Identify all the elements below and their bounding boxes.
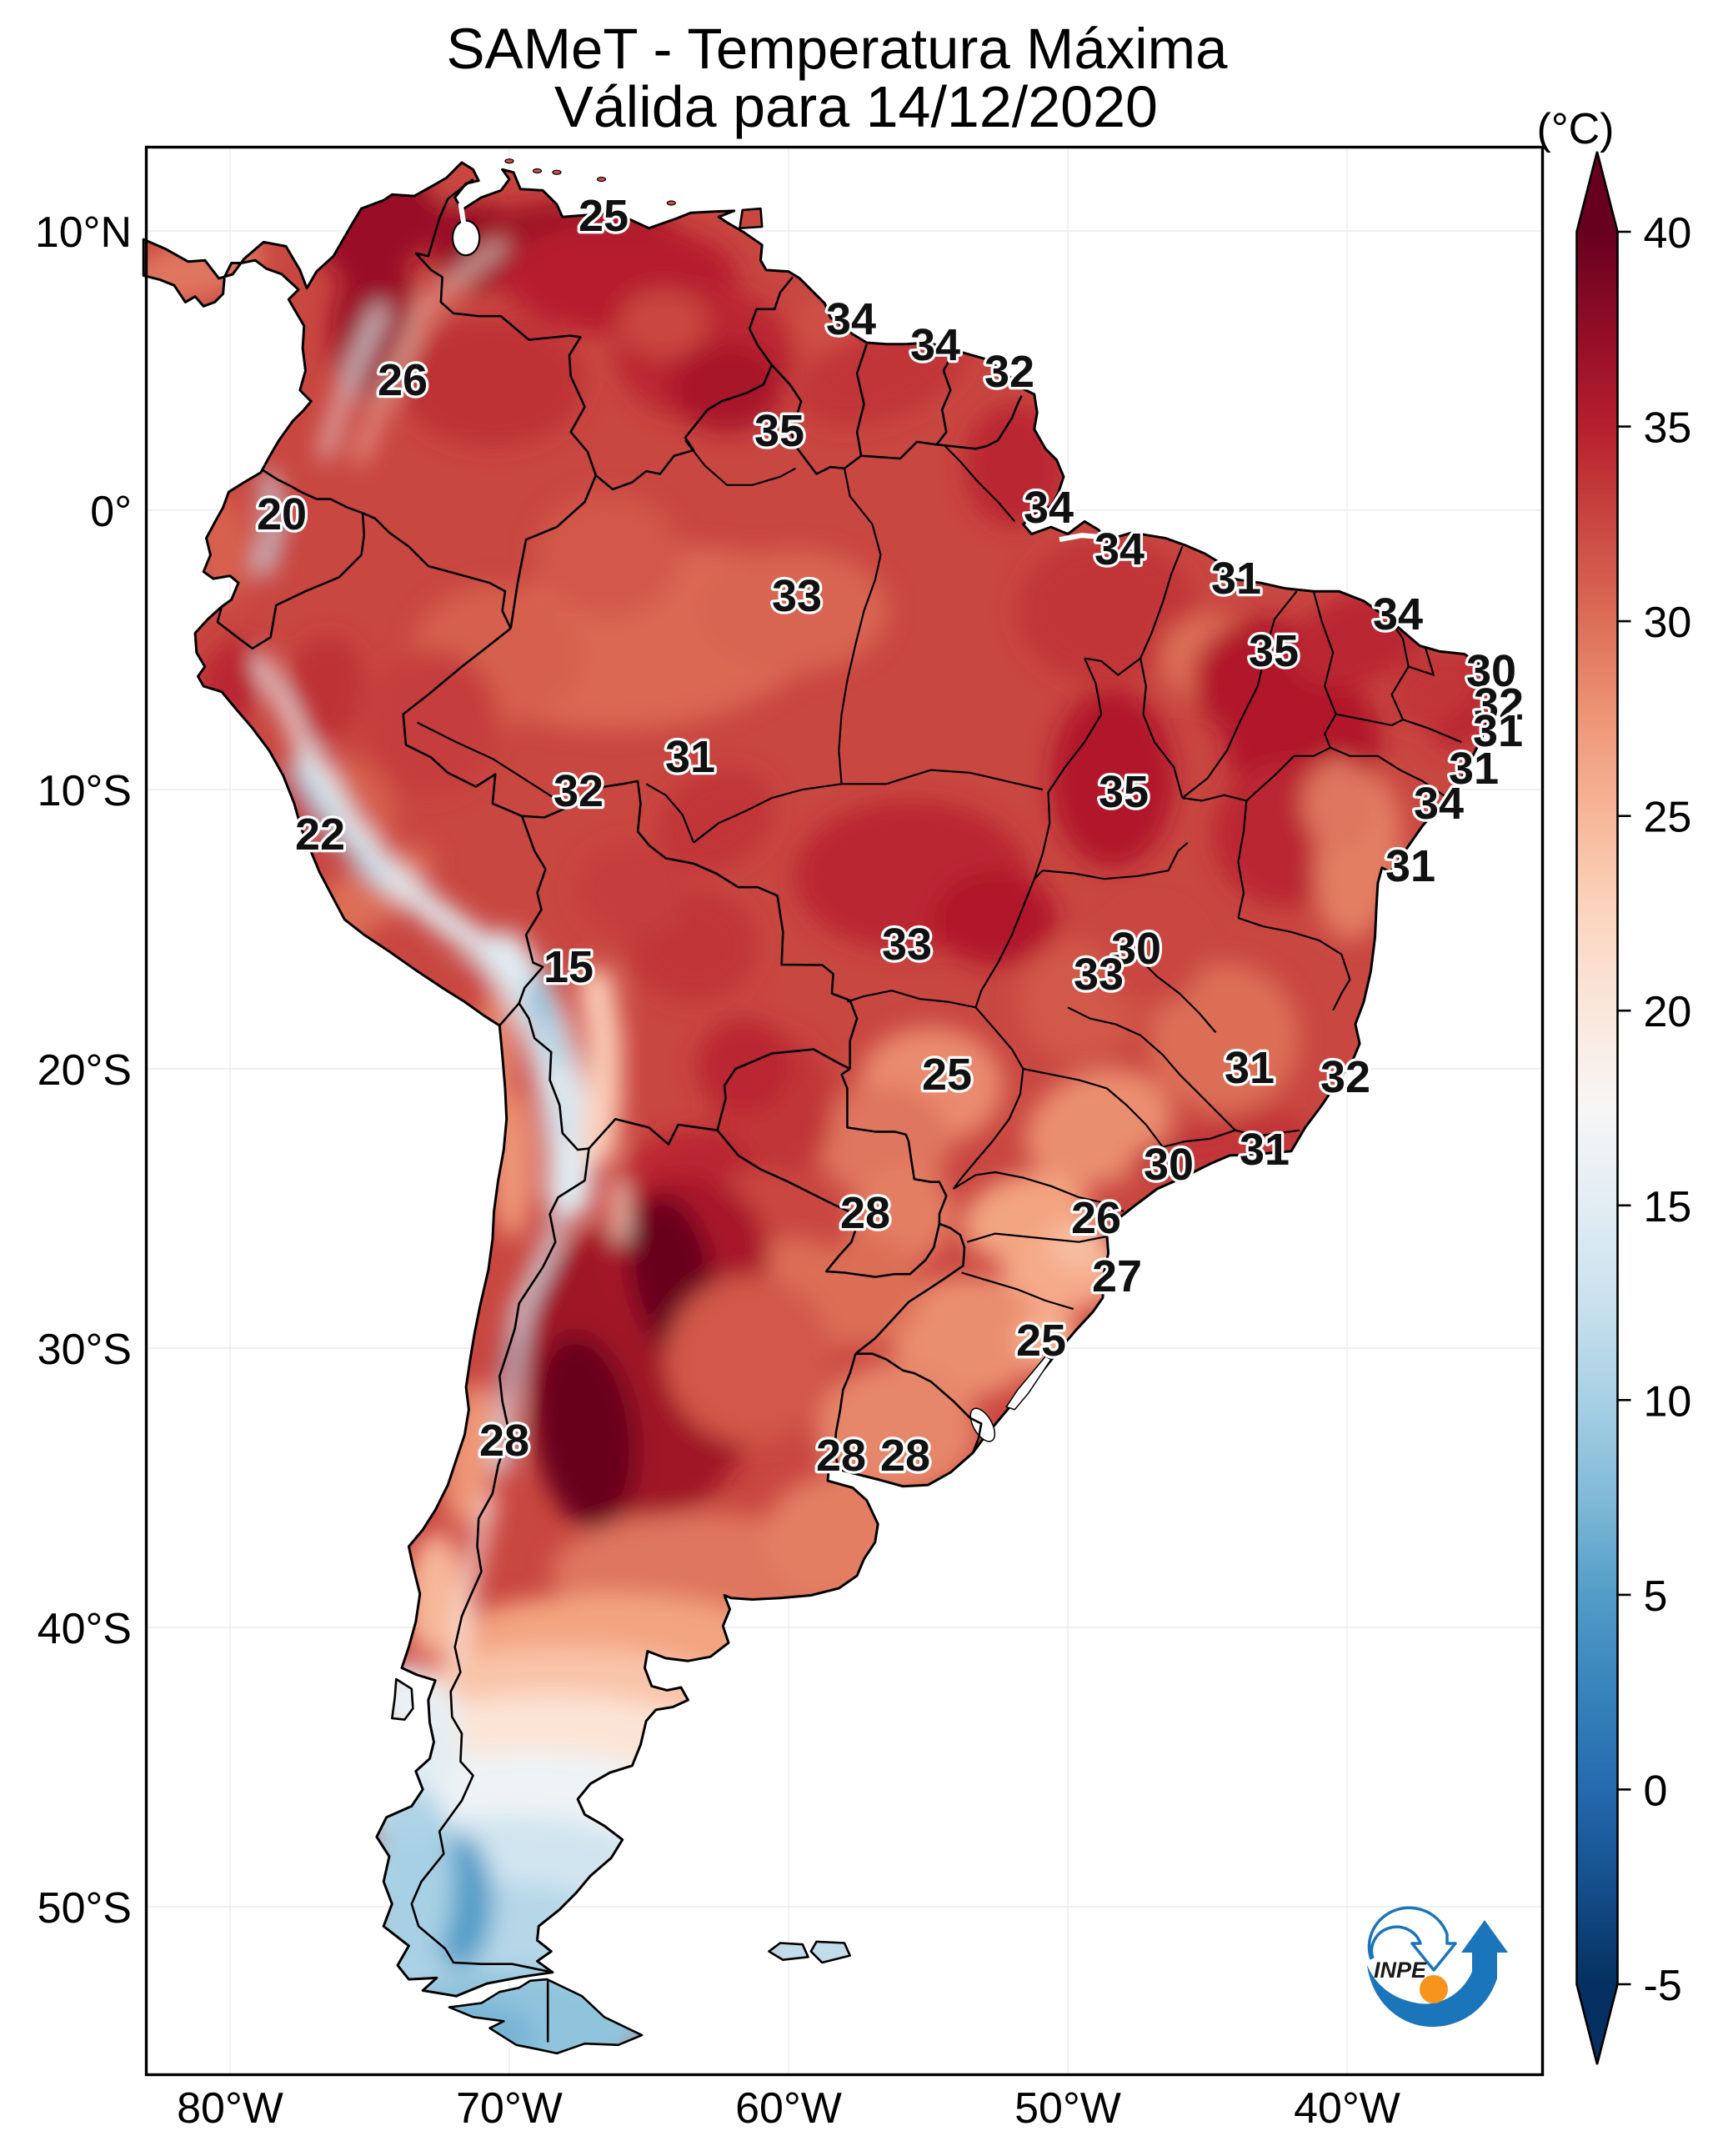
svg-text:10: 10 [1644,1377,1692,1426]
svg-text:34: 34 [1024,483,1074,533]
svg-text:32: 32 [984,347,1034,397]
svg-text:35: 35 [1249,626,1299,676]
svg-text:31: 31 [1240,1125,1290,1175]
svg-text:50°S: 50°S [38,1884,132,1933]
svg-text:33: 33 [772,571,822,621]
svg-text:0°: 0° [90,488,132,536]
svg-text:34: 34 [826,294,876,344]
svg-text:31: 31 [1473,706,1523,756]
svg-text:40°W: 40°W [1294,2084,1400,2133]
svg-text:35: 35 [754,406,804,456]
svg-text:(°C): (°C) [1537,105,1615,153]
svg-text:30: 30 [1466,646,1516,696]
svg-text:20: 20 [257,489,307,539]
svg-text:0: 0 [1644,1767,1668,1815]
svg-text:30: 30 [1111,924,1161,974]
svg-text:40: 40 [1644,209,1692,258]
svg-text:35: 35 [1644,404,1692,453]
svg-text:25: 25 [922,1050,972,1100]
svg-text:31: 31 [1449,744,1499,794]
svg-text:25: 25 [1644,794,1692,842]
svg-text:28: 28 [479,1416,529,1466]
svg-text:15: 15 [543,942,594,992]
svg-text:40°S: 40°S [38,1605,132,1653]
svg-text:5: 5 [1644,1572,1668,1621]
svg-text:10°N: 10°N [35,208,132,257]
svg-text:34: 34 [1373,589,1423,639]
svg-text:28: 28 [816,1431,866,1481]
svg-text:31: 31 [1225,1043,1275,1093]
svg-text:50°W: 50°W [1014,2084,1121,2133]
svg-text:INPE: INPE [1374,1958,1427,1983]
svg-text:25: 25 [579,191,629,241]
svg-text:32: 32 [1320,1052,1370,1102]
svg-text:30°S: 30°S [38,1326,132,1374]
svg-text:20: 20 [1644,988,1692,1036]
svg-text:26: 26 [378,355,428,405]
svg-text:31: 31 [1211,554,1261,604]
svg-text:15: 15 [1644,1183,1692,1231]
svg-text:80°W: 80°W [177,2084,283,2133]
svg-text:10°S: 10°S [38,767,132,815]
svg-text:28: 28 [840,1188,890,1238]
svg-text:28: 28 [880,1431,930,1481]
svg-text:34: 34 [1414,779,1464,829]
svg-text:32: 32 [553,766,604,816]
svg-text:34: 34 [1094,524,1144,574]
svg-text:SAMeT - Temperatura Máxima: SAMeT - Temperatura Máxima [447,17,1229,81]
svg-text:30: 30 [1144,1140,1194,1190]
svg-text:33: 33 [1074,950,1124,1000]
svg-text:25: 25 [1016,1316,1066,1366]
svg-text:20°S: 20°S [38,1046,132,1095]
svg-text:22: 22 [295,810,345,860]
svg-text:31: 31 [665,732,715,782]
svg-text:26: 26 [1071,1193,1121,1243]
svg-text:27: 27 [1092,1251,1142,1301]
svg-text:34: 34 [910,320,960,370]
svg-text:35: 35 [1099,767,1149,817]
svg-text:31: 31 [1385,841,1435,891]
svg-text:33: 33 [882,920,932,970]
svg-text:Válida para 14/12/2020: Válida para 14/12/2020 [554,74,1158,139]
svg-text:70°W: 70°W [456,2084,563,2133]
svg-text:32: 32 [1474,679,1524,730]
svg-text:60°W: 60°W [735,2084,842,2133]
svg-text:30: 30 [1644,599,1692,647]
svg-text:-5: -5 [1644,1962,1682,2010]
